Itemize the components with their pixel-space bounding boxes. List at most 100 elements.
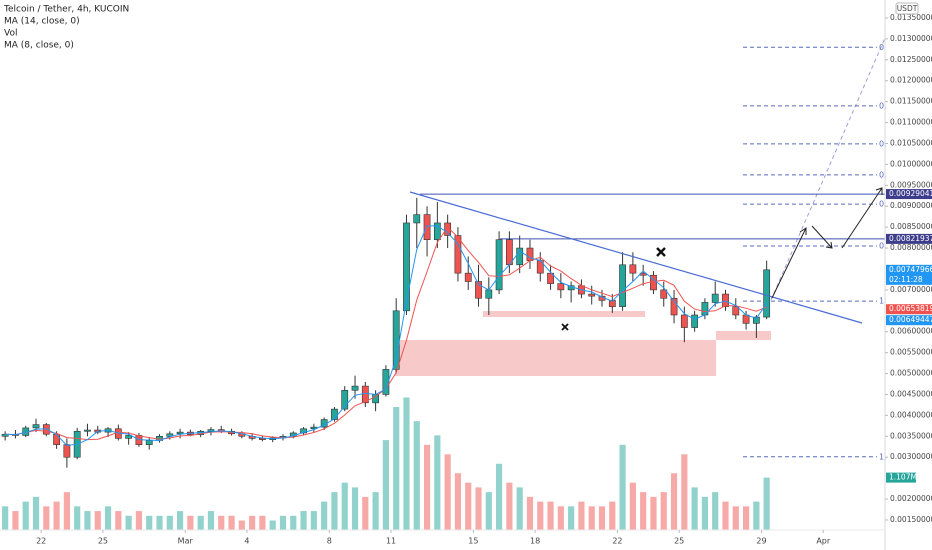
candle-body <box>207 429 215 432</box>
volume-bar <box>290 515 297 530</box>
volume-bar <box>279 515 287 530</box>
zone <box>395 340 716 376</box>
volume-bar <box>485 492 492 530</box>
candle-body <box>32 424 40 429</box>
volume-bar <box>465 482 472 530</box>
candle-body <box>464 272 472 282</box>
volume-bar <box>578 501 585 530</box>
fib-label: 0. <box>879 101 887 110</box>
price-label-box <box>886 189 932 200</box>
volume-bar <box>197 515 204 530</box>
volume-bar <box>660 492 667 530</box>
price-label: 0.00929041 <box>889 189 932 198</box>
fib-label: 0. <box>879 241 887 250</box>
y-tick-label: 0.00450000 <box>890 389 932 398</box>
volume-bar <box>650 496 657 530</box>
level-lines <box>420 193 885 240</box>
price-label: 0.00747966 <box>889 265 932 274</box>
candle-body <box>475 281 482 299</box>
volume-bar <box>454 473 462 530</box>
y-tick-label: 0.01250000 <box>890 55 932 64</box>
candle-body <box>588 293 596 297</box>
y-tick-label: 0.00400000 <box>890 410 932 419</box>
countdown: 02:11:28 <box>889 275 923 284</box>
legend-indicator: MA (8, close, 0) <box>4 41 74 51</box>
volume-bar <box>53 501 60 530</box>
volume-label-box <box>886 472 916 483</box>
volume-bar <box>547 501 554 530</box>
candle-body <box>84 429 91 432</box>
x-tick-label: 4 <box>244 537 249 546</box>
volume-bar <box>341 482 348 530</box>
volume-bar <box>125 515 132 530</box>
moving-averages <box>5 225 768 447</box>
volume-bar <box>516 487 523 530</box>
ma-line <box>5 225 768 447</box>
volume-bar <box>115 511 122 530</box>
volume-bar <box>2 506 9 530</box>
y-tick-label: 0.00350000 <box>890 431 932 440</box>
candle-body <box>444 222 452 236</box>
volume-bar <box>146 515 153 530</box>
volume-bar <box>609 501 616 530</box>
volume-bar <box>156 515 163 530</box>
fib-label: 0. <box>879 139 887 148</box>
volume-bar <box>506 482 513 530</box>
y-tick-label: 0.01050000 <box>890 138 932 147</box>
legend: Telcoin / Tether, 4h, KUCOIN MA (14, clo… <box>3 5 129 51</box>
price-label-box <box>886 315 932 326</box>
volume-bar <box>619 444 626 530</box>
legend-indicator: MA (14, close, 0) <box>4 17 80 27</box>
projection-arrows <box>771 187 883 299</box>
x-tick-label: 25 <box>98 537 108 546</box>
candle-body <box>403 222 410 312</box>
volume-bar <box>166 515 173 530</box>
candle-body <box>660 289 668 299</box>
candle-body <box>506 239 513 266</box>
y-tick-label: 0.01150000 <box>890 97 932 106</box>
candle-body <box>516 247 524 266</box>
candle-body <box>454 235 462 274</box>
volume-bar <box>598 506 606 530</box>
candle-body <box>413 214 421 224</box>
volume-bar <box>444 454 451 530</box>
x-tick-label: 8 <box>327 537 332 546</box>
candle-body <box>547 272 554 284</box>
volume-bar <box>393 406 400 530</box>
price-label: 0.00649447 <box>889 315 932 324</box>
y-tick-label: 0.00850000 <box>890 222 932 231</box>
volume-bar <box>135 511 143 530</box>
y-tick-label: 0.00950000 <box>890 180 932 189</box>
price-label-box <box>886 264 932 285</box>
y-tick-label: 0.00700000 <box>890 285 932 294</box>
y-tick-label: 0.00550000 <box>890 348 932 357</box>
price-label-box <box>886 233 932 244</box>
volume-bar <box>423 444 431 530</box>
fib-label: 1 <box>879 297 884 306</box>
zones <box>395 311 771 376</box>
candle-body <box>752 316 760 324</box>
volume-bar <box>712 492 719 530</box>
volume-bar <box>74 506 81 530</box>
fib-layer: 0 0. 0. 0. 0. 0. 1 1. <box>743 37 887 461</box>
y-tick-label: 0.00900000 <box>890 201 932 210</box>
volume-bar <box>475 487 482 530</box>
volume-bar <box>177 511 184 530</box>
candle-body <box>742 314 750 324</box>
volume-bar <box>84 511 91 530</box>
volume-bar <box>568 506 575 530</box>
x-tick-label: 15 <box>468 537 478 546</box>
volume-bar <box>218 515 225 530</box>
volume-bar <box>670 473 678 530</box>
volume-bar <box>537 501 544 530</box>
volume-bar <box>351 487 359 530</box>
candle-body <box>63 444 71 458</box>
x-tick-label: 11 <box>386 537 396 546</box>
volume-bar <box>259 515 266 530</box>
volume-bar <box>413 421 420 530</box>
candle-body <box>125 435 133 439</box>
volume-bar <box>732 506 739 530</box>
volume-bar <box>382 440 389 530</box>
fib-label: 0. <box>879 200 887 209</box>
